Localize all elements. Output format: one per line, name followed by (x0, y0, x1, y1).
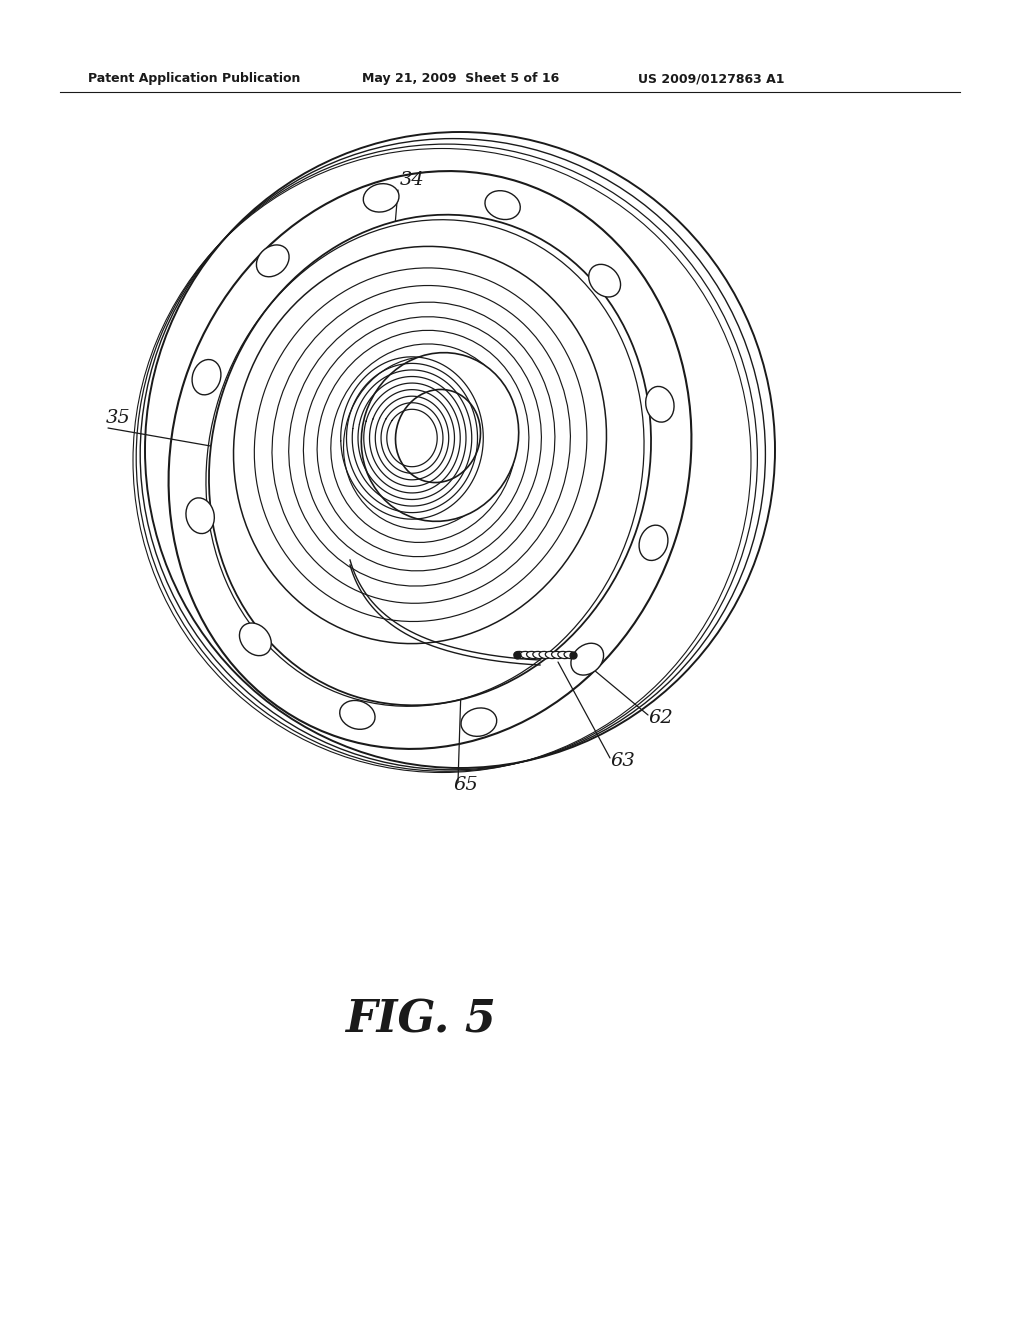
Ellipse shape (254, 268, 587, 622)
Ellipse shape (558, 651, 569, 659)
Ellipse shape (272, 285, 570, 603)
Text: Patent Application Publication: Patent Application Publication (88, 73, 300, 84)
Ellipse shape (395, 389, 480, 483)
Ellipse shape (461, 708, 497, 737)
Text: 35: 35 (106, 409, 131, 426)
Ellipse shape (169, 172, 691, 748)
Ellipse shape (646, 387, 674, 422)
Text: 65: 65 (453, 776, 478, 795)
Ellipse shape (186, 498, 214, 533)
Text: May 21, 2009  Sheet 5 of 16: May 21, 2009 Sheet 5 of 16 (362, 73, 559, 84)
Ellipse shape (256, 246, 289, 277)
Text: US 2009/0127863 A1: US 2009/0127863 A1 (638, 73, 784, 84)
Text: 34: 34 (400, 172, 425, 189)
Ellipse shape (639, 525, 668, 561)
Ellipse shape (552, 651, 563, 659)
Ellipse shape (233, 247, 606, 644)
Ellipse shape (539, 651, 551, 659)
Text: 62: 62 (648, 709, 673, 727)
Ellipse shape (361, 352, 519, 521)
Ellipse shape (145, 132, 775, 768)
Ellipse shape (571, 643, 603, 675)
Ellipse shape (331, 345, 516, 543)
Ellipse shape (589, 264, 621, 297)
Ellipse shape (546, 651, 557, 659)
Ellipse shape (520, 651, 532, 659)
Ellipse shape (240, 623, 271, 656)
Ellipse shape (485, 190, 520, 219)
Ellipse shape (532, 651, 545, 659)
Ellipse shape (303, 317, 542, 570)
Ellipse shape (317, 330, 528, 557)
Ellipse shape (526, 651, 539, 659)
Text: 63: 63 (610, 752, 635, 770)
Ellipse shape (343, 356, 505, 529)
Ellipse shape (564, 651, 575, 659)
Ellipse shape (514, 651, 526, 659)
Ellipse shape (289, 302, 555, 586)
Text: FIG. 5: FIG. 5 (344, 998, 496, 1041)
Ellipse shape (209, 215, 651, 705)
Ellipse shape (340, 701, 375, 730)
Ellipse shape (193, 359, 221, 395)
Ellipse shape (364, 183, 399, 213)
